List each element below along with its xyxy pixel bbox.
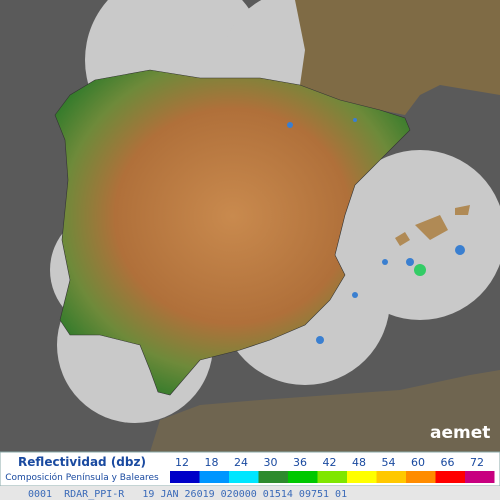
scale-label: 12 bbox=[175, 456, 189, 469]
scale-swatch bbox=[258, 471, 288, 483]
scale-swatch bbox=[435, 471, 465, 483]
scale-swatch bbox=[317, 471, 347, 483]
scale-label: 72 bbox=[470, 456, 484, 469]
scale-label: 36 bbox=[293, 456, 307, 469]
legend-title: Reflectividad (dbz) bbox=[18, 455, 146, 469]
scale-swatch bbox=[199, 471, 229, 483]
iberia bbox=[54, 69, 411, 396]
balearic-islands bbox=[395, 205, 470, 246]
scale-swatch bbox=[170, 471, 200, 483]
logo: aemet bbox=[430, 423, 490, 443]
scale-label: 66 bbox=[441, 456, 455, 469]
scale-swatch bbox=[376, 471, 406, 483]
scale-label: 48 bbox=[352, 456, 366, 469]
france bbox=[295, 0, 500, 115]
scale-label: 54 bbox=[382, 456, 396, 469]
scale-swatch bbox=[347, 471, 377, 483]
scale-label: 30 bbox=[264, 456, 278, 469]
color-scale: 12 18 24 30 36 42 48 54 60 66 72 bbox=[170, 456, 495, 483]
scale-label: 60 bbox=[411, 456, 425, 469]
africa bbox=[150, 370, 500, 452]
scale-label: 42 bbox=[323, 456, 337, 469]
footer-text: 0001 RDAR_PPI-R 19 JAN 26019 020000 0151… bbox=[28, 489, 347, 500]
scale-swatch bbox=[465, 471, 495, 483]
scale-swatch bbox=[229, 471, 259, 483]
scale-label: 18 bbox=[205, 456, 219, 469]
precipitation bbox=[287, 118, 465, 344]
scale-swatch bbox=[406, 471, 436, 483]
scale-label: 24 bbox=[234, 456, 248, 469]
footer-bar bbox=[0, 486, 500, 500]
legend-subtitle: Composición Península y Baleares bbox=[5, 472, 159, 483]
scale-swatch bbox=[288, 471, 318, 483]
